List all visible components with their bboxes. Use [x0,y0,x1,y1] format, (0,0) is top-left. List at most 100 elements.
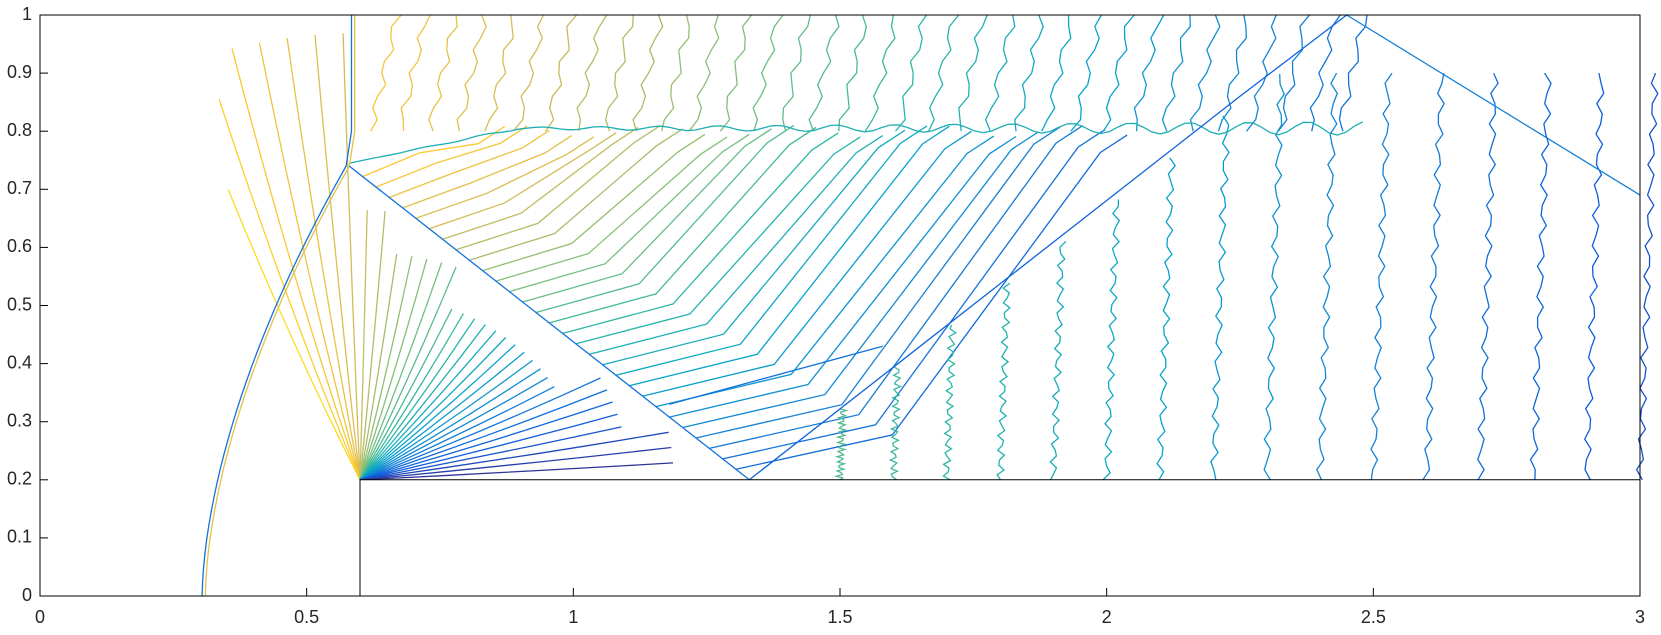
contour-line [359,377,601,481]
contour-line [1635,72,1659,481]
contour-line [359,255,413,480]
contour-line [456,14,487,132]
contour-line [669,135,1017,418]
contour-line [1041,14,1072,132]
contour-line [495,136,728,282]
contour-line [482,133,706,272]
contour-line [1277,14,1311,132]
contour-line [1309,14,1341,132]
contour-line [808,14,840,132]
contour-line [258,42,361,480]
contour-line [359,426,622,481]
contour-line [722,129,1106,460]
contour-line [349,121,1364,164]
contour-line [575,136,861,345]
contour-line [1245,14,1277,132]
x-tick-label: 2 [1102,607,1112,627]
contour-line [375,125,528,188]
contour-line [314,34,361,480]
contour-line [682,131,1039,429]
contour-line [1263,73,1285,481]
contour-line [709,125,1084,450]
contour-line [342,33,361,480]
contour-line [359,446,672,481]
contour-line [984,14,1016,132]
contour-line [549,126,817,324]
contour-line [895,14,928,132]
contour-line [400,14,431,132]
y-tick-label: 0.8 [7,120,32,140]
contour-line [359,368,541,481]
contour-line [359,308,453,481]
contour-line [359,337,507,481]
contour-line [359,462,674,481]
contour-line [834,408,849,481]
contour-line [1210,115,1230,480]
x-tick-label: 2.5 [1361,607,1386,627]
contour-line [838,14,867,132]
y-tick-label: 0 [22,585,32,605]
contour-lines [201,14,1659,597]
contour-line [748,14,1348,481]
contour-line [1189,14,1221,132]
contour-line [1583,72,1605,481]
contour-line [415,136,595,219]
contour-line [348,165,750,481]
x-tick-label: 0 [35,607,45,627]
step-edge [359,479,1640,596]
contour-line [227,189,361,481]
contour-line [359,330,497,481]
contour-line [359,266,457,481]
contour-line [1422,72,1445,481]
contour-line [661,14,690,132]
contour-line [286,37,361,480]
contour-line [928,14,960,132]
contour-line [615,125,928,376]
contour-line [688,14,720,132]
y-tick-label: 0.1 [7,527,32,547]
contour-line [455,124,661,251]
x-tick-label: 3 [1635,607,1645,627]
contour-line [359,413,618,481]
contour-line [669,345,883,405]
contour-line [1346,14,1641,196]
contour-line [359,318,476,481]
contour-line [735,134,1128,470]
y-tick-label: 0.2 [7,469,32,489]
contour-line [632,14,664,132]
contour-line [1477,72,1499,481]
x-tick-label: 0.5 [294,607,319,627]
contour-line [1102,14,1135,132]
contour-line [1529,72,1552,480]
contour-line [359,351,525,481]
contour-line [359,313,464,481]
axes: 0 0.5 1 1.5 2 2.5 3 0 0.1 0.2 0.3 0.4 0.5 0.6 0.7 0.8 0.… [7,4,1645,627]
contour-line [359,210,386,480]
contour-line [512,14,544,132]
contour-line [428,14,458,132]
contour-line [942,324,958,481]
contour-line [218,98,361,481]
y-tick-label: 0.6 [7,236,32,256]
contour-line [888,366,903,481]
contour-line [576,14,608,132]
contour-line [1102,199,1121,481]
contour-line [535,124,795,314]
contour-line [359,258,428,481]
contour-line [359,324,486,481]
contour-line [642,130,972,397]
step [360,479,1640,596]
y-tick-label: 0.4 [7,352,32,372]
x-tick-label: 1.5 [827,607,852,627]
contour-line [1070,14,1102,132]
y-tick-label: 0.5 [7,294,32,314]
contour-line [1014,14,1044,132]
contour-line [201,15,353,597]
y-tick-label: 0.7 [7,178,32,198]
contour-line [429,132,617,230]
contour-line [359,253,398,480]
contour-line [1316,72,1339,481]
contour-line [359,377,549,481]
contour-line [864,14,896,132]
contour-line [1156,157,1177,481]
